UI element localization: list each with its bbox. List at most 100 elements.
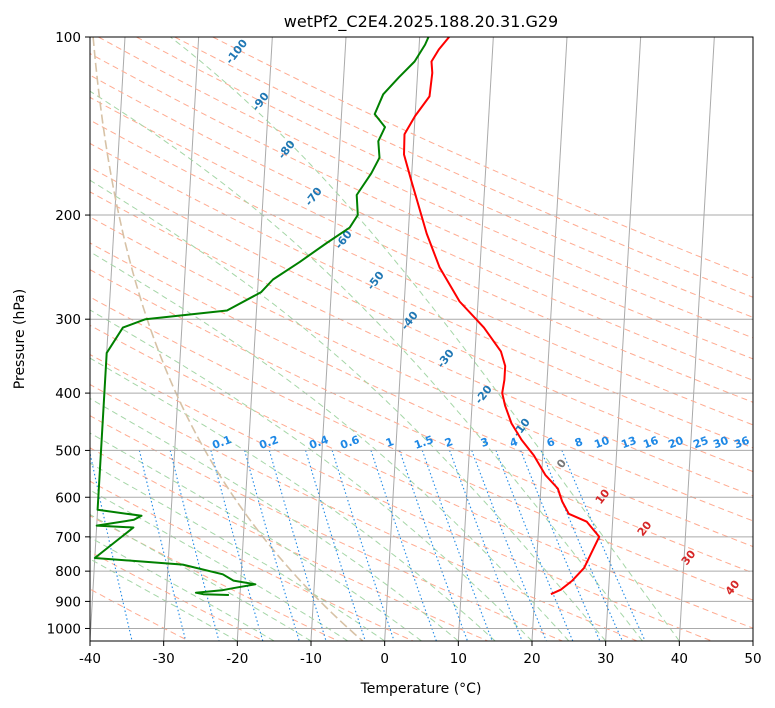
- y-tick-label: 600: [55, 490, 81, 506]
- y-tick-label: 500: [55, 443, 81, 459]
- mixing-ratio-label: 16: [641, 434, 660, 452]
- isotherm-line: [90, 37, 126, 641]
- mixing-ratio-line: [520, 450, 601, 641]
- dry-adiabat-line: [90, 96, 753, 403]
- x-tick-label: 40: [671, 651, 688, 667]
- y-tick-label: 100: [55, 30, 81, 46]
- moist-adiabat-line: [90, 489, 349, 641]
- temperature-line: [403, 37, 601, 596]
- x-tick-label: -30: [153, 651, 175, 667]
- dry-adiabat-line: [90, 480, 414, 641]
- y-tick-label: 900: [55, 594, 81, 610]
- dry-adiabat-line: [90, 242, 753, 548]
- y-tick-label: 800: [55, 564, 81, 580]
- dry-adiabat-line: [90, 119, 753, 426]
- mixing-ratio-label: 4: [508, 435, 520, 450]
- dry-adiabat-label: -50: [364, 269, 387, 293]
- mixing-ratio-line: [305, 450, 366, 641]
- axis-ticks: -40 -30 -20 -10 0 10 20 30 40 5010020030040050060…: [47, 30, 762, 667]
- mixing-ratio-label: 10: [592, 434, 611, 452]
- moist-adiabat-line: [170, 37, 680, 641]
- mixing-ratio-label: 30: [711, 434, 730, 452]
- x-axis-label: Temperature (°C): [360, 681, 482, 697]
- dry-adiabat-line: [90, 384, 638, 641]
- dry-adiabat-line: [90, 551, 264, 641]
- mixing-ratio-label: 13: [619, 434, 638, 451]
- mixing-ratio-line: [210, 450, 264, 641]
- moist-adiabat-line: [90, 179, 607, 641]
- dewpoint-line: [93, 37, 430, 596]
- dry-adiabat-label: -20: [472, 383, 495, 407]
- dry-adiabat-label: -100: [223, 37, 250, 67]
- mixing-ratio-label: 1: [384, 435, 396, 450]
- moist-adiabat-line: [90, 251, 570, 641]
- y-tick-label: 400: [55, 386, 81, 402]
- chart-title: wetPf2_C2E4.2025.188.20.31.G29: [284, 12, 558, 32]
- mixing-ratio-line: [244, 450, 300, 641]
- moist-adiabat-line: [90, 309, 533, 641]
- dry-adiabat-label: 20: [635, 518, 655, 538]
- mixing-ratio-label: 0.1: [210, 433, 233, 452]
- plot-frame: [89, 36, 754, 642]
- moist-adiabat-line: [90, 462, 385, 641]
- dry-adiabat-line: [90, 447, 488, 641]
- mixing-ratio-line: [169, 450, 220, 641]
- moist-adiabat-line: [90, 432, 422, 641]
- mixing-ratio-label: 36: [732, 434, 751, 452]
- background-lines: [90, 37, 753, 641]
- dry-adiabat-label: -30: [434, 347, 457, 371]
- dry-adiabat-line: [90, 296, 753, 601]
- y-tick-label: 700: [55, 530, 81, 546]
- y-tick-label: 200: [55, 208, 81, 224]
- dry-adiabat-line: [90, 74, 753, 381]
- mixing-ratio-line: [495, 450, 574, 641]
- y-tick-label: 300: [55, 312, 81, 328]
- isotherm-line: [384, 37, 421, 641]
- mixing-ratio-label: 25: [691, 434, 710, 451]
- mixing-ratio-label: 3: [479, 435, 491, 450]
- mixing-ratio-label: 1.5: [412, 433, 435, 452]
- moist-adiabat-line: [90, 558, 238, 641]
- dry-adiabat-line: [90, 324, 753, 629]
- y-axis-label: Pressure (hPa): [12, 289, 28, 389]
- mixing-ratio-label: 6: [545, 435, 557, 450]
- isotherm-line: [163, 37, 200, 641]
- dry-adiabat-line: [90, 52, 753, 360]
- x-tick-label: -10: [300, 651, 322, 667]
- moist-adiabat-line: [90, 513, 312, 641]
- dry-adiabat-label: -40: [398, 309, 421, 333]
- x-tick-label: 20: [523, 651, 540, 667]
- dry-adiabat-line: [90, 142, 753, 449]
- mixing-ratio-line: [561, 450, 646, 641]
- dry-adiabat-line: [90, 515, 339, 641]
- profile-series: [93, 37, 601, 596]
- mixing-ratio-line: [449, 450, 523, 641]
- dry-adiabat-line: [90, 166, 753, 473]
- dry-adiabat-line: [90, 216, 753, 522]
- mixing-ratio-line: [540, 450, 623, 641]
- reference-curve: [92, 37, 364, 641]
- x-tick-label: 0: [380, 651, 389, 667]
- moist-adiabat-line: [90, 536, 275, 641]
- x-tick-label: 50: [744, 651, 761, 667]
- x-tick-label: 30: [597, 651, 614, 667]
- mixing-ratio-label: 0.6: [338, 433, 361, 452]
- dry-adiabat-label: -80: [275, 138, 298, 162]
- mixing-ratio-line: [138, 450, 187, 641]
- x-tick-label: 10: [450, 651, 467, 667]
- pressure-gridlines: [90, 37, 753, 629]
- mixing-ratio-label: 0.4: [307, 433, 330, 452]
- mixing-ratio-label: 8: [573, 435, 585, 450]
- x-tick-label: -20: [226, 651, 248, 667]
- isotherm-line: [605, 37, 642, 641]
- mixing-ratio-line: [399, 450, 469, 641]
- dry-adiabat-line: [90, 588, 190, 641]
- isotherm-line: [678, 37, 715, 641]
- mixing-ratio-label: 20: [666, 434, 685, 452]
- dry-adiabat-label: -70: [302, 185, 325, 209]
- isotherm-line: [531, 37, 568, 641]
- mixing-ratio-label: 0.2: [257, 433, 280, 452]
- dry-adiabat-label: 30: [679, 547, 699, 567]
- mixing-ratio-line: [370, 450, 437, 641]
- moist-adiabat-line: [90, 90, 643, 641]
